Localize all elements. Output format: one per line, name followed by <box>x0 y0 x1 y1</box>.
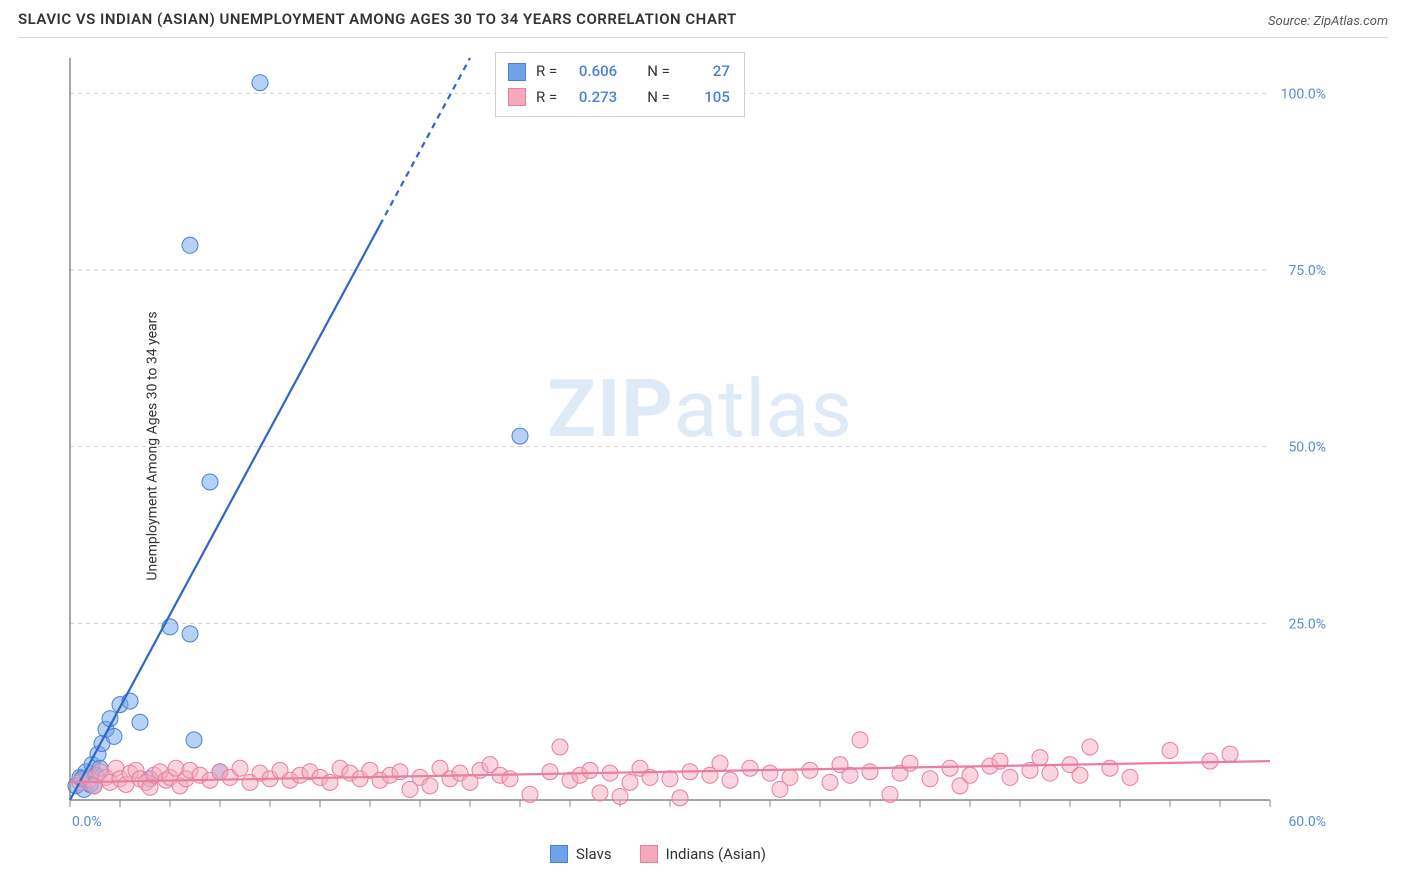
svg-text:25.0%: 25.0% <box>1288 616 1326 632</box>
r-value-slavs: 0.606 <box>567 59 617 85</box>
legend-label-indians: Indians (Asian) <box>666 845 766 863</box>
r-label-2: R = <box>536 85 557 111</box>
legend-item-slavs: Slavs <box>550 845 612 863</box>
legend-label-slavs: Slavs <box>576 845 612 863</box>
source-credit: Source: ZipAtlas.com <box>1268 10 1388 29</box>
n-value-indians: 105 <box>680 85 730 111</box>
source-value: ZipAtlas.com <box>1313 14 1388 29</box>
stats-legend-box: R = 0.606 N = 27 R = 0.273 N = 105 <box>495 52 745 117</box>
source-label: Source: <box>1268 14 1313 29</box>
scatter-svg: 25.0% 50.0% 75.0% 100.0% 0.0% 60.0% <box>60 50 1340 830</box>
svg-text:50.0%: 50.0% <box>1288 440 1326 456</box>
plot-area: ZIPatlas 25.0%50.0%75.0%100.0%0.0%60.0% <box>60 50 1340 830</box>
bottom-legend: Slavs Indians (Asian) <box>550 845 766 863</box>
swatch-slavs <box>508 63 526 81</box>
stats-row-slavs: R = 0.606 N = 27 <box>508 59 730 85</box>
header-bar: SLAVIC VS INDIAN (ASIAN) UNEMPLOYMENT AM… <box>18 10 1388 38</box>
chart-container: SLAVIC VS INDIAN (ASIAN) UNEMPLOYMENT AM… <box>0 0 1406 892</box>
legend-item-indians: Indians (Asian) <box>640 845 766 863</box>
r-label: R = <box>536 59 557 85</box>
swatch-indians-bottom <box>640 845 658 863</box>
n-label: N = <box>647 59 670 85</box>
svg-text:0.0%: 0.0% <box>72 814 102 830</box>
n-label-2: N = <box>647 85 670 111</box>
r-value-indians: 0.273 <box>567 85 617 111</box>
chart-title: SLAVIC VS INDIAN (ASIAN) UNEMPLOYMENT AM… <box>18 10 737 28</box>
swatch-indians <box>508 88 526 106</box>
stats-row-indians: R = 0.273 N = 105 <box>508 85 730 111</box>
svg-text:100.0%: 100.0% <box>1281 86 1326 102</box>
swatch-slavs-bottom <box>550 845 568 863</box>
svg-text:60.0%: 60.0% <box>1288 814 1326 830</box>
svg-text:75.0%: 75.0% <box>1288 263 1326 279</box>
n-value-slavs: 27 <box>680 59 730 85</box>
